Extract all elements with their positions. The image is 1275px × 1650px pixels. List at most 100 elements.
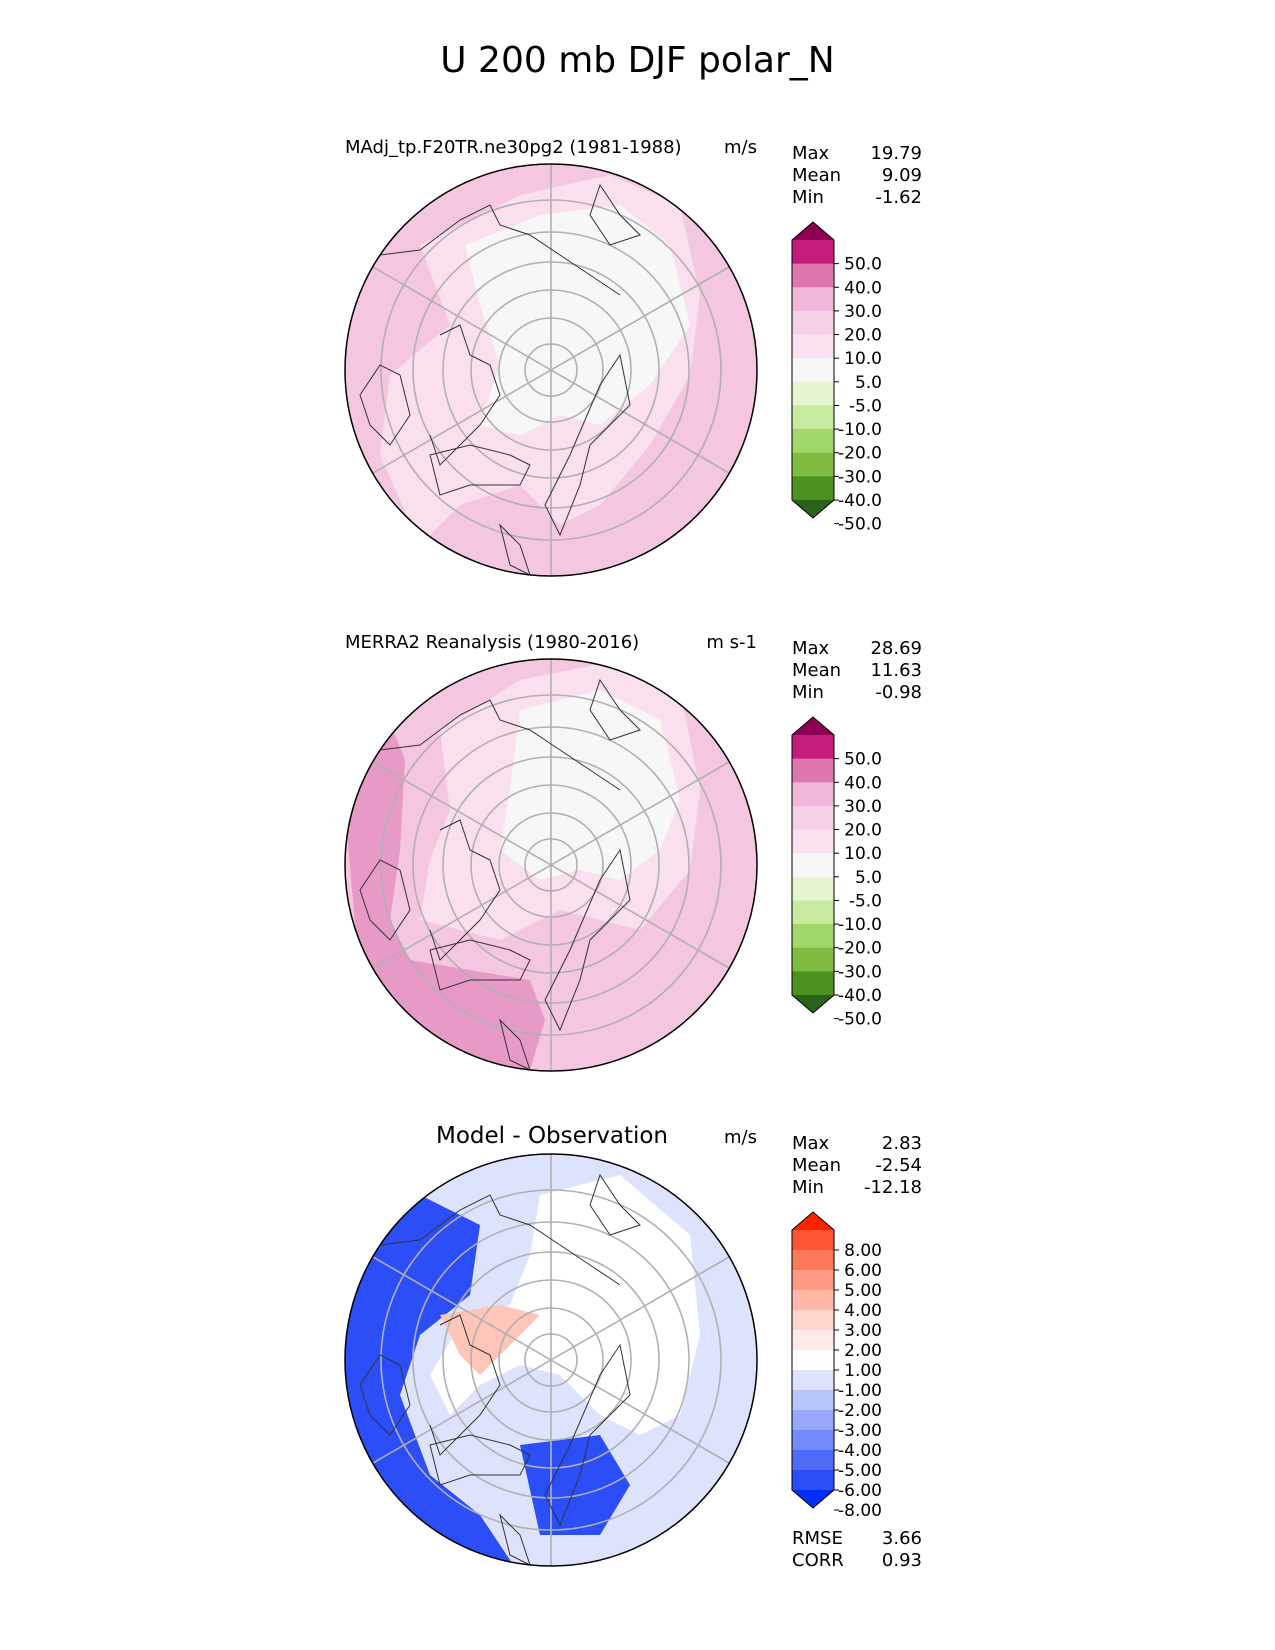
colorbar-tick-label: 30.0 xyxy=(844,797,882,817)
colorbar-tick-label: -3.00 xyxy=(838,1421,882,1441)
colorbar-swatch xyxy=(792,1430,834,1451)
colorbar-swatch xyxy=(792,853,834,878)
colorbar-tick-label: 5.00 xyxy=(844,1281,882,1301)
colorbar-swatch xyxy=(792,1370,834,1391)
colorbar-tick-label: 8.00 xyxy=(844,1241,882,1261)
field-strong xyxy=(345,1195,520,1566)
panel-title: MERRA2 Reanalysis (1980-2016) xyxy=(345,632,639,653)
colorbar-swatch xyxy=(792,947,834,972)
graticule xyxy=(372,1154,730,1566)
stat-mean: -2.54 xyxy=(875,1155,922,1176)
colorbar-tick-label: 2.00 xyxy=(844,1341,882,1361)
colorbar-tick-label: 3.00 xyxy=(844,1321,882,1341)
colorbar-swatch xyxy=(792,758,834,783)
colorbar-tick-label: -20.0 xyxy=(838,939,882,959)
colorbar-swatch xyxy=(792,735,834,760)
colorbar-swatch xyxy=(792,1410,834,1431)
colorbar-swatch xyxy=(792,240,834,265)
map-boundary xyxy=(344,1153,758,1567)
coastlines xyxy=(359,183,641,576)
graticule xyxy=(372,659,730,1071)
colorbar-swatch xyxy=(792,829,834,854)
colorbar-extend-min xyxy=(792,995,834,1013)
colorbar-tick-label: -40.0 xyxy=(838,986,882,1006)
colorbar-swatch xyxy=(792,782,834,807)
colorbar-swatch xyxy=(792,876,834,901)
colorbar-swatch xyxy=(792,924,834,949)
panel-title: MAdj_tp.F20TR.ne30pg2 (1981-1988) xyxy=(345,137,682,158)
colorbar-tick-label: -20.0 xyxy=(838,444,882,464)
graticule xyxy=(372,164,730,576)
stat-max: 28.69 xyxy=(870,638,922,659)
stat-mean: 11.63 xyxy=(870,660,922,681)
colorbar-extend-max xyxy=(792,717,834,735)
colorbar-tick-label: -5.0 xyxy=(849,396,882,416)
colorbar-swatch xyxy=(792,805,834,831)
panel-title: Model - Observation xyxy=(436,1123,668,1149)
colorbar-tick-label: 20.0 xyxy=(844,821,882,841)
panel-units: m s-1 xyxy=(706,632,757,653)
colorbar: 50.0 40.0 30.0 20.0 10.0 5.0 -5.0 -10.0 -20.0 -30… xyxy=(791,221,882,535)
colorbar-tick-label: -30.0 xyxy=(838,467,882,487)
colorbar-tick-label: 10.0 xyxy=(844,349,882,369)
colorbar-swatch xyxy=(792,287,834,312)
map-boundary xyxy=(344,658,758,1072)
colorbar-swatch xyxy=(792,381,834,406)
colorbar-tick-label: -8.00 xyxy=(838,1501,882,1521)
colorbar-tick-label: -40.0 xyxy=(838,491,882,511)
colorbar-swatch xyxy=(792,429,834,454)
field-center xyxy=(500,690,680,880)
colorbar-tick-label: 1.00 xyxy=(844,1361,882,1381)
colorbar-swatch xyxy=(792,1350,834,1371)
colorbar-swatch xyxy=(792,1310,834,1331)
colorbar-swatch xyxy=(792,971,834,996)
stat-mean: 9.09 xyxy=(881,165,922,186)
panel-2: MERRA2 Reanalysis (1980-2016) m s-1 50.0… xyxy=(344,632,882,1072)
colorbar-tick-label: 6.00 xyxy=(844,1261,882,1281)
colorbar-tick-label: -6.00 xyxy=(838,1481,882,1501)
colorbar-swatch xyxy=(792,334,834,359)
colorbar-swatch xyxy=(792,1330,834,1351)
colorbar-tick-label: 10.0 xyxy=(844,844,882,864)
colorbar-swatch xyxy=(792,310,834,336)
colorbar-swatch xyxy=(792,263,834,288)
colorbar-tick-label: 4.00 xyxy=(844,1301,882,1321)
colorbar-swatch xyxy=(792,476,834,501)
diff-metrics: RMSE 3.66 CORR 0.93 xyxy=(792,1528,922,1571)
colorbar: 8.006.005.004.003.002.001.00-1.00-2.00-3… xyxy=(791,1211,882,1521)
colorbar-tick-label: -50.0 xyxy=(838,515,882,535)
panel-3: Model - Observation m/s 8.006.005.004.00… xyxy=(344,1123,882,1567)
coastlines xyxy=(359,678,641,1071)
field-center xyxy=(465,205,690,435)
colorbar-tick-label: -30.0 xyxy=(838,962,882,982)
field-center xyxy=(430,1175,700,1435)
coastlines xyxy=(359,1173,641,1566)
rmse-value: 3.66 xyxy=(881,1528,922,1549)
colorbar-swatch xyxy=(792,1470,834,1491)
colorbar-tick-label: 30.0 xyxy=(844,302,882,322)
colorbar-swatch xyxy=(792,1230,834,1251)
colorbar-swatch xyxy=(792,1390,834,1411)
colorbar-swatch xyxy=(792,1250,834,1271)
panel-units: m/s xyxy=(724,137,757,158)
colorbar-tick-label: 50.0 xyxy=(844,750,882,770)
colorbar-extend-max xyxy=(792,222,834,240)
panel-units: m/s xyxy=(724,1127,757,1148)
panel-stats: Max 28.69 Mean 11.63 Min -0.98 xyxy=(792,638,922,703)
colorbar-tick-label: 5.0 xyxy=(855,868,882,888)
colorbar-swatch xyxy=(792,405,834,430)
field-strong xyxy=(520,1435,630,1535)
colorbar-tick-label: -2.00 xyxy=(838,1401,882,1421)
figure-title: U 200 mb DJF polar_N xyxy=(440,40,835,81)
stat-max: 2.83 xyxy=(881,1133,922,1154)
colorbar-extend-min xyxy=(792,500,834,518)
panel-1: MAdj_tp.F20TR.ne30pg2 (1981-1988) m/s 50… xyxy=(344,137,882,577)
stat-min: -0.98 xyxy=(875,682,922,703)
map-boundary xyxy=(344,163,758,577)
colorbar-tick-label: 5.0 xyxy=(855,373,882,393)
colorbar-extend-max xyxy=(792,1212,834,1230)
colorbar-swatch xyxy=(792,900,834,925)
colorbar-tick-label: 40.0 xyxy=(844,278,882,298)
colorbar-tick-label: 20.0 xyxy=(844,326,882,346)
colorbar: 50.0 40.0 30.0 20.0 10.0 5.0 -5.0 -10.0 -20.0 -30… xyxy=(791,716,882,1030)
